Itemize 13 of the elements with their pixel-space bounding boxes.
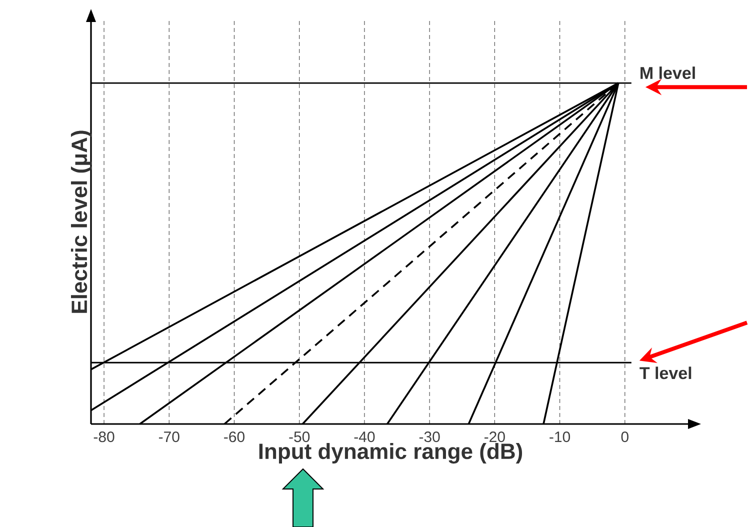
- x-tick-label: 0: [621, 432, 628, 442]
- y-axis-title: Electric level (μA): [70, 130, 92, 313]
- x-tick-label: -80: [94, 432, 114, 442]
- x-tick-label: -10: [550, 432, 570, 442]
- x-tick-label: -70: [158, 432, 180, 442]
- x-tick-label: -20: [484, 432, 505, 442]
- ref-line-label: M level: [640, 66, 695, 80]
- ref-line-label: T level: [640, 366, 692, 380]
- x-tick-label: -40: [354, 432, 375, 442]
- x-tick-label: -60: [224, 432, 244, 442]
- x-tick-label: -50: [289, 432, 310, 442]
- x-axis-title: Input dynamic range (dB): [259, 442, 522, 464]
- x-tick-label: -30: [419, 432, 440, 442]
